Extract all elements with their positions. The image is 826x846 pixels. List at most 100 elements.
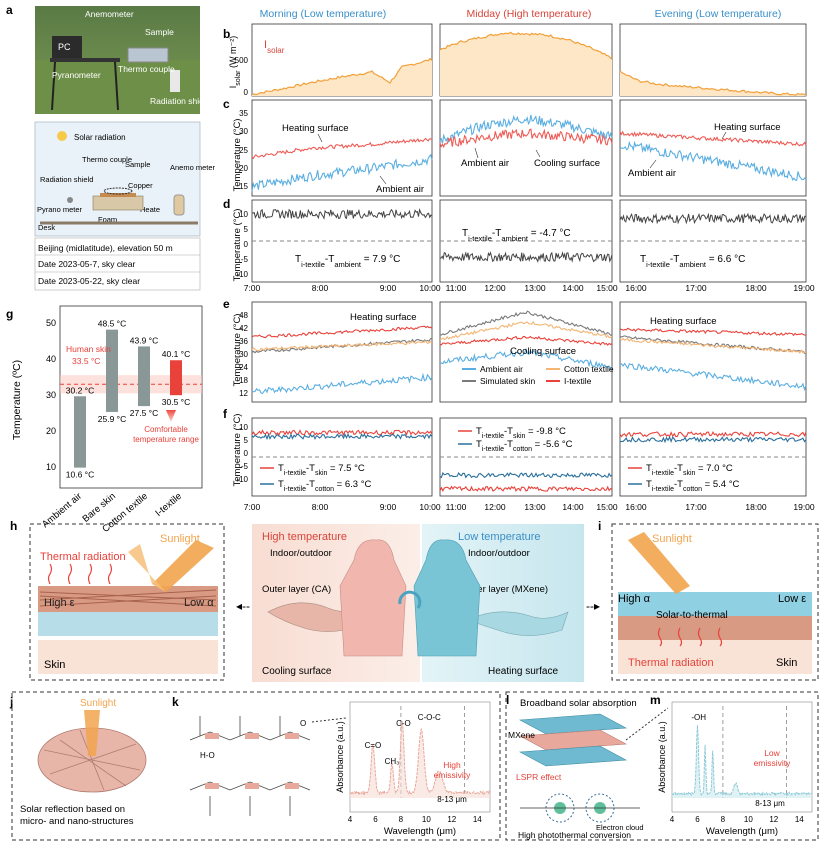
xtick-midday: 12:00 [484, 502, 506, 512]
center-outer-mxene: Outer layer (MXene) [462, 584, 548, 595]
g-bar-bare-skin [106, 329, 118, 412]
sun-icon [57, 131, 67, 141]
spec-xtick: 14 [473, 815, 482, 824]
g-comfort-arrow-icon [166, 410, 176, 422]
c-annot-ambient-midday: Ambient air [461, 158, 509, 169]
i-fiber-layer [618, 614, 812, 640]
f-line [619, 435, 807, 444]
k-high-emissivity-1: High [443, 760, 461, 770]
c-annot-heating-evening: Heating surface [714, 122, 781, 133]
c-annot-heating-morning: Heating surface [282, 123, 349, 134]
e-line [439, 310, 613, 336]
panel-letter-k: k [172, 695, 179, 709]
e-line [439, 335, 613, 346]
g-human-skin: Human skin [66, 344, 111, 354]
h-fibers [39, 589, 217, 607]
i-sunlight-label: Sunlight [652, 533, 692, 545]
j-sunlight-beam [84, 710, 100, 756]
xtick-midday: 11:00 [446, 502, 467, 512]
m-spectrum-marks: 4 6 8 10 12 14 -OH [670, 706, 813, 824]
g-bar-ambient-air [74, 396, 86, 468]
arrow-right-icon: --▸ [586, 599, 600, 613]
g-ytick: 10 [46, 462, 56, 472]
d-line [439, 251, 613, 263]
swap-arrows-icon [398, 590, 422, 609]
panel-letter-l: l [506, 693, 509, 707]
g-low-label: 27.5 °C [130, 408, 158, 418]
center-outer-ca: Outer layer (CA) [262, 584, 331, 595]
i-solar-to-thermal: Solar-to-thermal [656, 610, 728, 621]
k-peak-label: C-O [396, 719, 411, 728]
m-xlabel: Wavelength (μm) [706, 826, 778, 837]
c-frame-2 [619, 99, 807, 197]
xtick-evening: 17:00 [685, 283, 707, 293]
i-frame [611, 523, 819, 681]
f-xtick-labels: 7:00 8:00 9:00 10:00 11:00 12:00 13:00 1… [244, 502, 815, 512]
g-comfortable-2: temperature range [133, 435, 199, 444]
c-ytick: 25 [239, 146, 248, 155]
panel-h: h Skin Sunlight Thermal radiation High ε… [10, 519, 225, 681]
k-ylabel: Absorbance (a.u.) [335, 721, 345, 793]
g-low-label: 25.9 °C [98, 414, 126, 424]
xtick-evening: 19:00 [793, 502, 815, 512]
e-frame-1 [439, 301, 613, 403]
schematic-sample: Sample [125, 160, 150, 169]
f-line [619, 430, 807, 438]
center-low-temp: Low temperature [458, 531, 541, 543]
xtick-evening: 18:00 [745, 283, 767, 293]
schematic-foam: Foam [98, 215, 117, 224]
xtick-midday: 13:00 [524, 502, 546, 512]
e-ytick: 18 [239, 376, 248, 385]
spec-xtick: 10 [422, 815, 431, 824]
e-ylabel: Temperature (°C) [232, 314, 243, 387]
xtick-evening: 18:00 [745, 502, 767, 512]
e-line [439, 320, 613, 341]
e-ytick: 24 [239, 363, 248, 372]
e-line [252, 372, 433, 395]
sample-outline [103, 187, 133, 195]
spec-area [350, 721, 490, 798]
xtick-morning: 10:00 [419, 502, 441, 512]
panel-letter-j: j [9, 695, 13, 709]
schematic-copper: Copper [128, 181, 153, 190]
g-bar-i-textile [170, 360, 182, 396]
c-line [619, 140, 807, 182]
panel-letter-h: h [10, 519, 17, 533]
m-low-emissivity-2: emissivity [754, 758, 792, 768]
g-ytick: 50 [46, 318, 56, 328]
k-high-emissivity-2: emissivity [434, 770, 472, 780]
e-ytick: 48 [239, 311, 248, 320]
c-line [439, 114, 613, 144]
mxene-layer-bottom [518, 745, 628, 767]
g-xtick: I-textile [153, 491, 184, 519]
xtick-midday: 14:00 [562, 283, 584, 293]
d-annot-evening: Ti-textile-Tambient = 6.6 °C [640, 254, 745, 269]
spec-xtick: 14 [795, 815, 804, 824]
c-line [251, 137, 433, 160]
legend-itextile: I-textile [564, 376, 592, 386]
i-low-eps: Low ε [778, 593, 806, 605]
f-annot-cotton-midday: Ti-textile-Tcotton = -5.6 °C [476, 439, 573, 453]
g-ytick: 40 [46, 354, 56, 364]
pink-hoodie-icon [339, 539, 407, 657]
panel-letter-a: a [6, 3, 13, 17]
l-high-photothermal: High photothermal conversion [518, 830, 631, 840]
xtick-evening: 16:00 [625, 283, 647, 293]
schematic-anemometer: Anemo meter [170, 163, 216, 172]
panel-letter-b: b [223, 27, 230, 41]
e-line [439, 347, 613, 371]
e-frame-0 [251, 301, 433, 403]
f-annot-skin-evening: Ti-textile-Tskin = 7.0 °C [646, 463, 733, 477]
xtick-morning: 10:00 [419, 283, 441, 293]
cellulose-rings [205, 733, 299, 789]
xtick-midday: 12:00 [484, 283, 506, 293]
i-sunlight-beam [628, 532, 690, 594]
c-ytick: 35 [239, 109, 248, 118]
center-indoor-left: Indoor/outdoor [270, 548, 332, 559]
c-line [619, 130, 807, 147]
g-ytick: 30 [46, 390, 56, 400]
f-line [439, 485, 613, 493]
center-cooling: Cooling surface [262, 666, 332, 677]
center-clothing-panel: High temperature Indoor/outdoor Outer la… [252, 524, 584, 682]
